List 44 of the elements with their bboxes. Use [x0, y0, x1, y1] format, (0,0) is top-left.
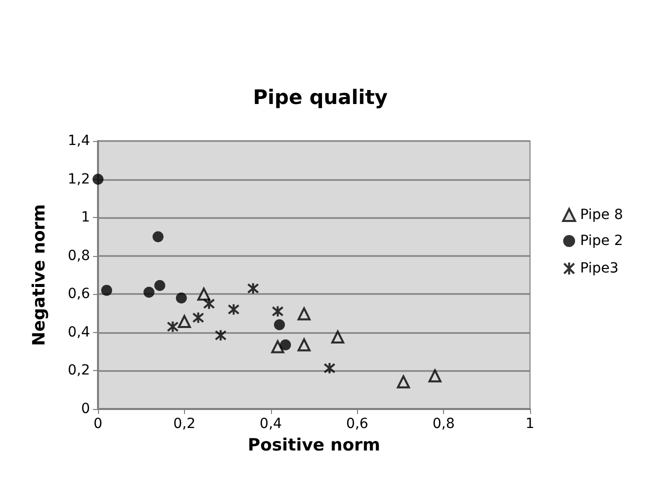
y-tick-label: 0,2: [68, 362, 90, 379]
legend-label: Pipe 8: [580, 207, 624, 223]
y-axis-title: Negative norm: [30, 204, 50, 346]
legend-label: Pipe3: [580, 260, 619, 276]
point: [166, 320, 179, 333]
point: [396, 375, 410, 388]
point: [192, 312, 204, 324]
point: [331, 330, 344, 344]
x-tick-label: 0,8: [432, 416, 455, 432]
point: [298, 307, 311, 320]
point: [324, 362, 336, 374]
point: [274, 319, 285, 330]
point: [92, 174, 104, 185]
y-tick-label: 0: [81, 401, 90, 417]
point: [214, 329, 227, 342]
y-tick-label: 0,4: [68, 324, 90, 340]
point: [298, 338, 311, 352]
x-tick-label: 0,2: [173, 416, 196, 432]
x-axis-title: Positive norm: [248, 436, 380, 456]
chart-title: Pipe quality: [253, 85, 388, 109]
point: [203, 298, 216, 310]
y-tick-label: 1: [81, 210, 90, 226]
point: [101, 284, 112, 296]
legend-label: Pipe 2: [580, 233, 624, 249]
point: [154, 280, 166, 292]
point: [143, 286, 154, 298]
point: [228, 303, 240, 316]
point: [280, 339, 291, 350]
point: [197, 288, 210, 301]
point: [247, 282, 260, 294]
point: [178, 315, 191, 328]
y-tick-label: 0,6: [68, 286, 90, 302]
x-tick-label: 0,4: [260, 416, 282, 432]
point: [152, 231, 164, 242]
point: [428, 369, 442, 382]
x-tick-label: 0: [94, 416, 102, 432]
x-tick-label: 1: [526, 416, 534, 432]
point: [272, 305, 284, 318]
y-tick-label: 1,2: [68, 171, 90, 188]
point: [271, 340, 284, 354]
y-tick-label: 0,8: [68, 248, 90, 264]
x-tick-label: 0,6: [346, 416, 368, 432]
y-tick-label: 1,4: [68, 133, 90, 149]
point: [176, 292, 187, 304]
